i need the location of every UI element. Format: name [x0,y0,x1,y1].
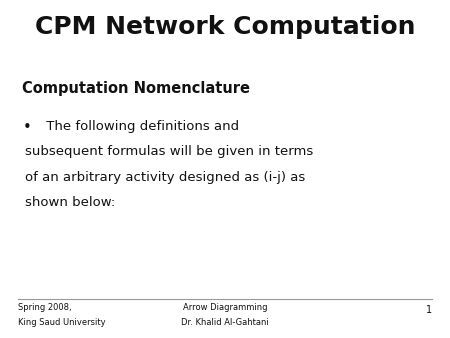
Text: shown below:: shown below: [25,196,115,209]
Text: 1: 1 [426,305,432,315]
Text: Spring 2008,: Spring 2008, [18,303,72,312]
Text: King Saud University: King Saud University [18,318,106,327]
Text: •: • [22,120,31,135]
Text: of an arbitrary activity designed as (i-j) as: of an arbitrary activity designed as (i-… [25,171,305,184]
Text: Computation Nomenclature: Computation Nomenclature [22,81,251,96]
Text: The following definitions and: The following definitions and [25,120,239,133]
Text: CPM Network Computation: CPM Network Computation [35,15,415,39]
Text: subsequent formulas will be given in terms: subsequent formulas will be given in ter… [25,145,313,158]
Text: Arrow Diagramming: Arrow Diagramming [183,303,267,312]
Text: Dr. Khalid Al-Gahtani: Dr. Khalid Al-Gahtani [181,318,269,327]
